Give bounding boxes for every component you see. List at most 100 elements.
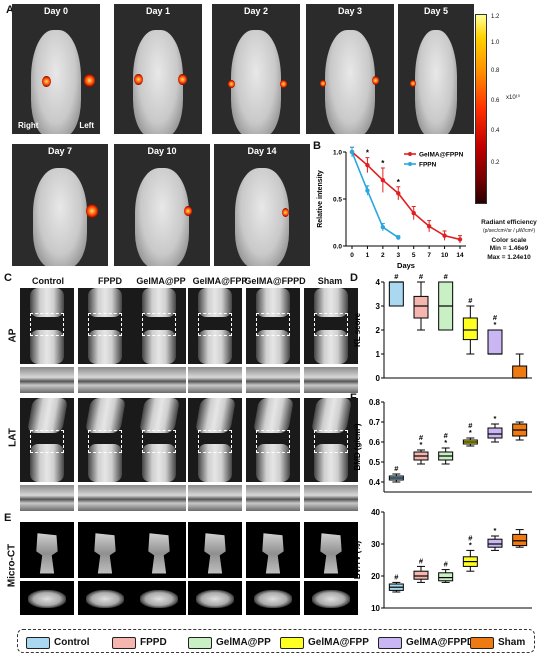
column-label-gelma-fppd: GelMA@FPPD bbox=[244, 276, 306, 286]
y-tick-label: 10 bbox=[371, 604, 380, 613]
microct-section-image bbox=[188, 581, 242, 615]
fluorescence-spot bbox=[280, 80, 287, 88]
microct-section-image bbox=[78, 581, 132, 615]
x-tick-label: 10 bbox=[441, 252, 449, 259]
xray-lat-image bbox=[246, 398, 300, 482]
femur-shape bbox=[84, 398, 126, 434]
legend-item-control: Control bbox=[26, 636, 90, 649]
legend-swatch bbox=[280, 636, 304, 649]
imaging-tile-day2: Day 2 bbox=[212, 4, 300, 134]
day-label: Day 2 bbox=[243, 6, 269, 16]
roi-box bbox=[141, 429, 177, 454]
xray-ap-image bbox=[246, 288, 300, 364]
bone-section bbox=[312, 589, 350, 609]
x-tick-label: 0 bbox=[350, 252, 354, 259]
y-tick-label: 40 bbox=[371, 508, 380, 517]
legend-swatch bbox=[26, 636, 50, 649]
xray-lat-zoom bbox=[304, 485, 358, 511]
y-tick-label: 1.0 bbox=[333, 150, 342, 157]
fluorescence-spot bbox=[134, 74, 143, 85]
day-label: Day 5 bbox=[423, 6, 449, 16]
data-point bbox=[365, 188, 370, 193]
bone-reconstruction bbox=[204, 533, 226, 574]
legend-label: GelMA@FPPD bbox=[406, 637, 475, 648]
legend-swatch bbox=[112, 636, 136, 649]
significance-mark: * bbox=[494, 320, 497, 329]
roi-box bbox=[87, 429, 123, 454]
significance-mark: * bbox=[469, 428, 472, 437]
bone-section bbox=[140, 589, 178, 609]
bone-section bbox=[196, 589, 234, 609]
roi-box bbox=[313, 429, 349, 454]
imaging-tile-day7: Day 7 bbox=[12, 144, 108, 266]
xray-lat-zoom bbox=[78, 485, 132, 511]
x-tick-label: 1 bbox=[366, 252, 370, 259]
significance-mark: # bbox=[444, 431, 449, 440]
data-point bbox=[426, 224, 432, 229]
data-point bbox=[457, 237, 463, 242]
day-label: Day 3 bbox=[337, 6, 363, 16]
xray-lat-image bbox=[20, 398, 74, 482]
y-tick-label: 2 bbox=[376, 326, 381, 335]
imaging-tile-day1: Day 1 bbox=[114, 4, 202, 134]
bone-section bbox=[254, 589, 292, 609]
significance-mark: # bbox=[419, 272, 424, 281]
microct-3d-image bbox=[304, 522, 358, 578]
xray-ap-image bbox=[20, 288, 74, 364]
xray-lat-image bbox=[132, 398, 186, 482]
color-scale-label: Color scale bbox=[491, 236, 527, 244]
tibia-shape bbox=[313, 444, 349, 482]
roi-box bbox=[29, 429, 65, 454]
legend-marker bbox=[408, 162, 412, 166]
tibia-shape bbox=[255, 444, 291, 482]
y-tick-label: 0 bbox=[376, 374, 381, 383]
legend-label: Sham bbox=[498, 637, 526, 648]
data-point bbox=[442, 233, 447, 238]
panel-letter-c: C bbox=[4, 272, 12, 284]
box bbox=[462, 317, 478, 341]
microct-3d-image bbox=[132, 522, 186, 578]
data-point bbox=[396, 235, 401, 240]
legend-item-fppd: FPPD bbox=[112, 636, 167, 649]
roi-box bbox=[197, 313, 233, 336]
xray-lat-image bbox=[304, 398, 358, 482]
imaging-tile-day3: Day 3 bbox=[306, 4, 394, 134]
y-tick-label: 4 bbox=[376, 278, 381, 287]
radiant-efficiency-units: (p/sec/cm²/sr / µW/cm²) bbox=[482, 227, 536, 234]
xray-ap-zoom bbox=[78, 367, 132, 393]
significance-mark: * bbox=[381, 159, 385, 168]
colorbar-tick: 0.4 bbox=[491, 128, 500, 134]
roi-box bbox=[29, 313, 65, 336]
group-legend: Control FPPD GelMA@PP GelMA@FPP GelMA@FP… bbox=[17, 629, 535, 653]
significance-mark: # bbox=[419, 556, 424, 565]
xray-ap-zoom bbox=[246, 367, 300, 393]
x-tick-label: 7 bbox=[427, 252, 431, 259]
imaging-tile-day14: Day 14 bbox=[214, 144, 310, 266]
legend-item-gelma-pp: GelMA@PP bbox=[188, 636, 271, 649]
tibia-shape bbox=[29, 444, 65, 482]
y-tick-label: 30 bbox=[371, 540, 380, 549]
data-point bbox=[380, 225, 386, 230]
x-tick-label: 2 bbox=[381, 252, 385, 259]
data-point bbox=[380, 178, 386, 183]
bone-reconstruction bbox=[148, 533, 170, 574]
femur-shape bbox=[252, 398, 294, 434]
xray-ap-zoom bbox=[132, 367, 186, 393]
color-scale-max: Max = 1.24e10 bbox=[487, 254, 531, 262]
significance-mark: * bbox=[444, 438, 447, 447]
colorbar-tick: 0.8 bbox=[491, 68, 500, 74]
roi-box bbox=[255, 429, 291, 454]
fluorescence-spot bbox=[86, 204, 98, 218]
femur-shape bbox=[26, 398, 68, 434]
microct-section-image bbox=[132, 581, 186, 615]
box bbox=[487, 538, 503, 548]
box bbox=[487, 329, 503, 355]
fluorescence-spot bbox=[84, 74, 95, 87]
panel-letter-a: A bbox=[6, 4, 14, 16]
box bbox=[413, 295, 429, 319]
y-tick-label: 3 bbox=[376, 302, 381, 311]
panel-letter-e: E bbox=[4, 512, 12, 524]
xray-lat-image bbox=[188, 398, 242, 482]
xray-ap-image bbox=[304, 288, 358, 364]
